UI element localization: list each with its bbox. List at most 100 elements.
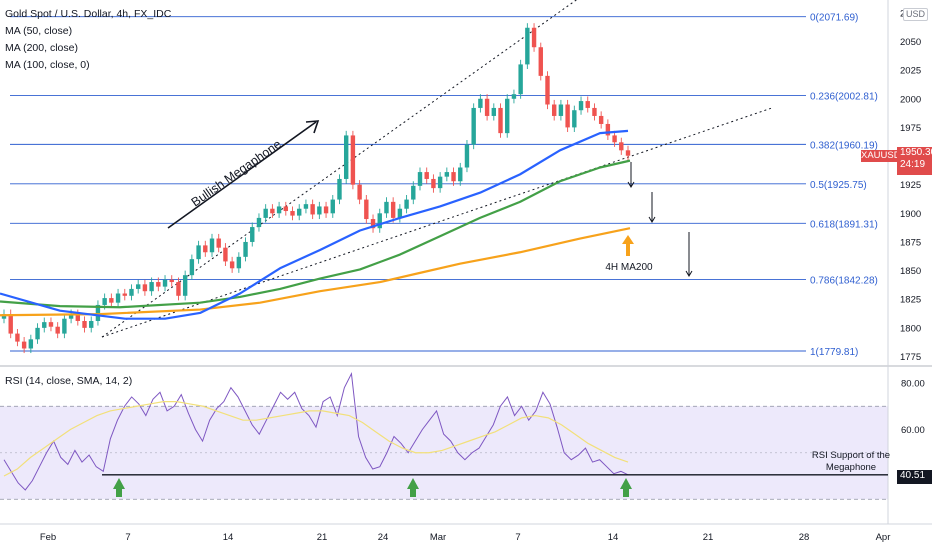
candle-body bbox=[1, 314, 7, 319]
fib-level-label: 0(2071.69) bbox=[810, 13, 858, 24]
megaphone-arrow-line bbox=[167, 121, 317, 229]
candle-body bbox=[216, 238, 221, 248]
candle-body bbox=[585, 101, 590, 108]
candle-body bbox=[558, 104, 564, 116]
candle-body bbox=[102, 298, 107, 305]
candle-body bbox=[364, 199, 369, 220]
candle-body bbox=[605, 123, 611, 136]
candle-body bbox=[62, 318, 67, 334]
candle-body bbox=[263, 208, 268, 218]
candle-body bbox=[390, 201, 396, 218]
price-axis-tick: 2025 bbox=[900, 66, 921, 77]
rsi-up-arrow bbox=[407, 478, 419, 497]
ma100-line bbox=[0, 227, 631, 317]
candle-body bbox=[317, 206, 322, 215]
candle-body bbox=[484, 98, 490, 116]
ma50-line bbox=[0, 129, 629, 320]
candle-body bbox=[498, 107, 503, 134]
candle-body bbox=[377, 213, 382, 229]
candle-body bbox=[525, 27, 530, 65]
candle-body bbox=[518, 64, 523, 95]
candle-body bbox=[551, 104, 557, 116]
candle-body bbox=[115, 293, 121, 303]
candle-body bbox=[109, 298, 114, 303]
time-axis-tick: 7 bbox=[515, 532, 520, 543]
rsi-band bbox=[0, 406, 888, 500]
ma200-up-arrow bbox=[622, 235, 634, 256]
fib-level-label: 0.786(1842.28) bbox=[810, 275, 878, 286]
candle-body bbox=[578, 101, 584, 111]
rsi-support-label: RSI Support of the bbox=[812, 450, 890, 461]
price-axis-tick: 1825 bbox=[900, 295, 921, 306]
candle-body bbox=[209, 238, 215, 253]
fib-level-label: 0.236(2002.81) bbox=[810, 92, 878, 103]
candle-body bbox=[417, 172, 423, 186]
candle-body bbox=[28, 339, 34, 349]
time-axis-tick: Feb bbox=[40, 532, 56, 543]
candle-body bbox=[82, 320, 87, 328]
candle-body bbox=[323, 206, 329, 214]
candle-body bbox=[48, 322, 54, 327]
candle-body bbox=[122, 293, 127, 296]
candle-body bbox=[411, 185, 416, 200]
candle-body bbox=[404, 199, 409, 209]
candle-body bbox=[297, 208, 302, 216]
last-price: 1950.30 bbox=[900, 147, 932, 158]
candle-body bbox=[42, 322, 47, 328]
legend-ma200: MA (200, close) bbox=[5, 42, 78, 54]
ma200-line bbox=[0, 159, 631, 309]
candle-body bbox=[95, 304, 101, 321]
candle-body bbox=[196, 245, 201, 260]
rsi-value-tag: 40.51 bbox=[897, 470, 932, 484]
candle-body bbox=[176, 282, 181, 296]
candle-body bbox=[350, 135, 356, 185]
bar-countdown: 24:19 bbox=[900, 159, 926, 170]
candle-body bbox=[511, 94, 517, 99]
candle-body bbox=[129, 288, 134, 296]
candle-body bbox=[182, 275, 188, 296]
candle-body bbox=[565, 104, 570, 128]
rsi-axis-tick: 80.00 bbox=[901, 379, 925, 390]
candle-body bbox=[538, 47, 543, 76]
candle-body bbox=[625, 150, 631, 156]
candle-body bbox=[169, 279, 174, 283]
time-axis-tick: 21 bbox=[703, 532, 714, 543]
price-pane bbox=[0, 0, 888, 366]
price-tag: 1950.30 24:19 bbox=[897, 147, 932, 175]
candle-body bbox=[55, 326, 60, 334]
rsi-up-arrow bbox=[620, 478, 632, 497]
candle-body bbox=[592, 107, 597, 116]
legend-ma50: MA (50, close) bbox=[5, 25, 73, 37]
candle-body bbox=[203, 245, 208, 253]
down-arrow-head bbox=[648, 216, 656, 223]
candle-body bbox=[15, 333, 20, 342]
candle-body bbox=[68, 314, 74, 319]
price-axis-tick: 1775 bbox=[900, 352, 921, 363]
chart-title: Gold Spot / U.S. Dollar, 4h, FX_IDC bbox=[5, 8, 172, 20]
down-arrow-head bbox=[685, 270, 693, 277]
candle-body bbox=[505, 98, 510, 134]
candle-body bbox=[370, 219, 376, 229]
candle-body bbox=[142, 284, 148, 292]
candle-body bbox=[162, 279, 168, 287]
candle-body bbox=[612, 135, 617, 143]
candle-body bbox=[491, 107, 497, 116]
candle-body bbox=[283, 206, 289, 212]
candle-body bbox=[236, 256, 242, 269]
currency-label[interactable]: USD bbox=[903, 8, 929, 21]
time-axis-tick: 24 bbox=[378, 532, 389, 543]
time-axis-tick: 14 bbox=[608, 532, 619, 543]
megaphone-lower-trendline bbox=[101, 107, 773, 338]
candle-body bbox=[310, 204, 315, 215]
candle-body bbox=[229, 261, 235, 269]
candle-body bbox=[330, 199, 335, 214]
candle-body bbox=[8, 314, 13, 334]
legend-rsi: RSI (14, close, SMA, 14, 2) bbox=[5, 375, 133, 387]
price-axis-tick: 1800 bbox=[900, 323, 921, 334]
candle-body bbox=[531, 27, 537, 48]
time-axis-tick: 7 bbox=[125, 532, 130, 543]
price-axis-tick: 1875 bbox=[900, 237, 921, 248]
megaphone-arrow-head bbox=[305, 120, 320, 134]
candle-body bbox=[471, 107, 476, 145]
